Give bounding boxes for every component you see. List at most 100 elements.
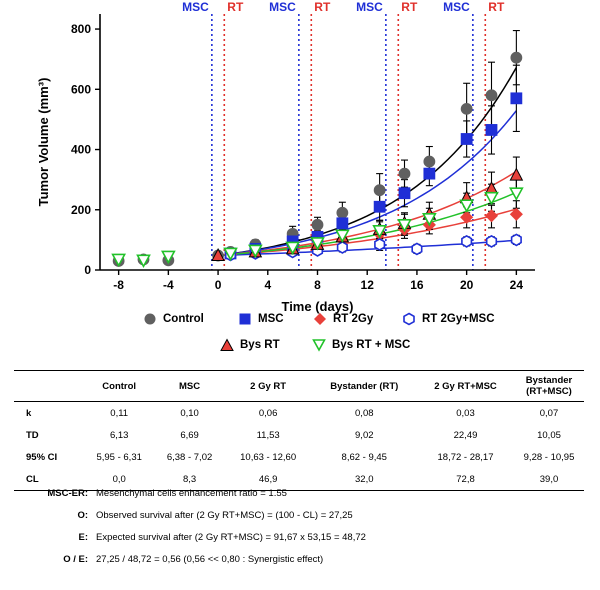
table-cell: 8,3 — [182, 473, 197, 485]
growth-parameters-table: Control MSC 2 Gy RT Bystander (RT) 2 Gy … — [14, 370, 584, 491]
y-tick-label: 200 — [71, 203, 91, 217]
x-tick-label: 20 — [460, 278, 474, 292]
y-tick-label: 800 — [71, 22, 91, 36]
x-tick-label: -4 — [163, 278, 174, 292]
legend-label: MSC — [258, 313, 284, 325]
table-header-row: Control MSC 2 Gy RT Bystander (RT) 2 Gy … — [14, 370, 584, 402]
table-row: 95% CI 5,95 - 6,31 6,38 - 7,02 10,63 - 1… — [14, 446, 584, 468]
legend-label: RT 2Gy — [333, 313, 374, 325]
note-text: 27,25 / 48,72 = 0,56 (0,56 << 0,80 : Syn… — [96, 554, 324, 565]
data-point — [510, 51, 523, 64]
table-cell: 18,72 - 28,17 — [437, 451, 494, 463]
note-key: O / E: — [63, 554, 88, 565]
legend-item-rt2gy-msc: RT 2Gy+MSC — [402, 312, 495, 326]
data-point — [485, 234, 498, 248]
data-point — [509, 187, 524, 201]
table-cell: 10,05 — [537, 429, 561, 441]
data-point — [285, 241, 300, 256]
data-point — [336, 217, 349, 230]
legend-marker-msc-icon — [239, 313, 251, 325]
data-point — [335, 229, 350, 244]
data-point — [248, 244, 263, 259]
data-point — [422, 213, 437, 227]
y-axis-label: Tumor Volume (mm³) — [36, 78, 51, 207]
tumor-volume-chart: MSC RT MSC RT MSC RT MSC RT 0 200 400 600 800 -8 -4 0 4 8… — [36, 0, 535, 314]
data-point — [336, 206, 349, 219]
table-cell: 9,02 — [355, 429, 374, 441]
data-point — [460, 133, 473, 145]
treatment-label: MSC — [356, 0, 383, 14]
note-text: Mesenchymal cells enhancement ratio = 1.… — [96, 488, 287, 499]
data-point — [397, 219, 412, 233]
data-point — [461, 234, 473, 248]
table-cell: 39,0 — [539, 473, 559, 485]
data-point — [509, 207, 523, 221]
legend-marker-bys-rt-msc-icon — [312, 339, 326, 352]
data-point — [336, 240, 348, 254]
data-point — [423, 155, 436, 168]
x-tick-label: 12 — [361, 278, 375, 292]
data-point — [510, 92, 523, 105]
data-point — [136, 254, 151, 269]
table-cell: 0,03 — [456, 407, 475, 419]
table-header: Bystander (RT) — [330, 380, 399, 392]
data-point — [398, 167, 411, 180]
data-point — [398, 187, 411, 200]
y-tick-label: 600 — [71, 82, 91, 96]
table-cell: 0,0 — [112, 473, 126, 485]
table-cell: 10,63 - 12,60 — [240, 451, 297, 463]
data-point — [485, 89, 498, 102]
data-point — [460, 102, 473, 115]
treatment-label: RT — [401, 0, 418, 14]
y-tick-label: 0 — [84, 263, 91, 277]
legend-item-rt2gy: RT 2Gy — [313, 312, 373, 326]
table-cell: 0,06 — [258, 407, 278, 419]
table-row: TD 6,13 6,69 11,53 9,02 22,49 10,05 — [14, 424, 584, 446]
table-cell: 32,0 — [355, 473, 374, 485]
table-cell: 5,95 - 6,31 — [96, 451, 142, 463]
legend-label: RT 2Gy+MSC — [422, 313, 495, 325]
data-point — [411, 242, 423, 256]
data-point — [211, 247, 225, 262]
table-cell: 46,9 — [258, 473, 278, 485]
note-text: Observed survival after (2 Gy RT+MSC) = … — [96, 510, 353, 521]
table-cell: 6,69 — [180, 429, 199, 441]
table-cell: 22,49 — [453, 429, 478, 441]
legend-item-bys-rt: Bys RT — [220, 338, 280, 352]
row-label: CL — [26, 473, 39, 485]
data-point — [223, 247, 238, 262]
row-label: k — [26, 407, 32, 419]
y-tick-label: 400 — [71, 143, 91, 157]
table-cell: 8,62 - 9,45 — [341, 451, 387, 463]
treatment-label: MSC — [443, 0, 470, 14]
row-label: 95% CI — [26, 451, 58, 463]
table-header: 2 Gy RT+MSC — [434, 380, 497, 392]
x-tick-label: 8 — [314, 278, 321, 292]
treatment-label: RT — [227, 0, 244, 14]
treatment-label: MSC — [269, 0, 296, 14]
table-cell: 6,38 - 7,02 — [166, 451, 213, 463]
legend-label: Control — [163, 313, 204, 325]
treatment-label: MSC — [182, 0, 209, 14]
note-key: O: — [77, 510, 88, 521]
x-tick-label: 24 — [510, 278, 524, 292]
table-cell: 11,53 — [256, 429, 280, 441]
table-cell: 0,11 — [110, 407, 129, 419]
note-key: MSC-ER: — [47, 488, 88, 499]
table-header: Control — [102, 380, 137, 392]
legend-marker-control-icon — [144, 313, 156, 325]
data-point — [460, 210, 474, 224]
table-header: 2 Gy RT — [250, 380, 287, 392]
note-text: Expected survival after (2 Gy RT+MSC) = … — [96, 532, 366, 543]
data-point — [459, 199, 474, 213]
fit-curve — [218, 67, 518, 257]
data-point — [111, 253, 126, 268]
legend-marker-rt2gy-icon — [314, 313, 326, 325]
x-tick-label: 16 — [410, 278, 424, 292]
legend-item-control: Control — [143, 312, 204, 326]
table-cell: 0,10 — [180, 407, 199, 419]
data-point — [484, 191, 499, 206]
x-axis-label: Time (days) — [281, 299, 353, 314]
x-tick-label: 4 — [264, 278, 271, 292]
legend-item-msc: MSC — [238, 312, 284, 326]
